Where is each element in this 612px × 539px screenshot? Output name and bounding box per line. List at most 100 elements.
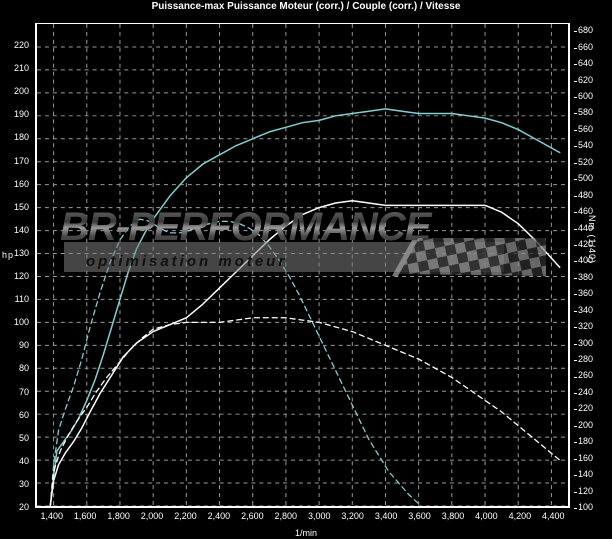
y-tick-left: 110 xyxy=(14,294,29,305)
y-tick-left: 180 xyxy=(13,132,29,143)
y-tick-right: 240 xyxy=(578,386,594,397)
y-tick-mark-right xyxy=(574,491,577,493)
y-tick-mark-right xyxy=(574,97,577,98)
series-line-0 xyxy=(49,108,561,506)
x-tick: 4,200 xyxy=(508,511,532,521)
y-tick-right: 640 xyxy=(578,58,594,69)
y-tick-right: 360 xyxy=(578,288,594,299)
y-tick-right: 560 xyxy=(578,123,594,134)
y-tick-right: 620 xyxy=(578,74,594,85)
y-tick-left: 170 xyxy=(13,155,29,166)
y-tick-left: 100 xyxy=(13,317,29,328)
x-axis-label: 1/min xyxy=(294,528,317,538)
y-tick-left: 60 xyxy=(18,409,29,420)
y-tick-mark-right xyxy=(574,162,577,164)
series-line-2 xyxy=(49,218,420,506)
y-tick-left: 220 xyxy=(13,40,29,51)
y-tick-right: 400 xyxy=(578,255,594,266)
y-tick-left: 40 xyxy=(18,455,29,466)
page-title: Puissance-max Puissance Moteur (corr.) /… xyxy=(151,1,461,12)
y-axis-left-ticks: 20 30 40 50 60 70 80 90 100 110 120 130 140 150 160 170… xyxy=(0,23,32,512)
y-tick-mark-right xyxy=(574,458,577,460)
x-tick: 2,000 xyxy=(140,511,164,521)
x-tick: 3,200 xyxy=(341,511,364,521)
y-tick-right: 340 xyxy=(578,304,594,315)
y-tick-left: 50 xyxy=(18,432,29,443)
y-tick-right: 540 xyxy=(578,140,594,151)
y-tick-right: 480 xyxy=(578,189,594,200)
x-tick: 2,400 xyxy=(207,511,231,521)
y-tick-mark-right xyxy=(574,310,577,312)
y-tick-left: 140 xyxy=(13,224,29,235)
x-tick: 3,000 xyxy=(307,511,331,521)
y-tick-left: 210 xyxy=(13,63,29,74)
y-tick-right: 120 xyxy=(578,485,594,496)
y-tick-mark-right xyxy=(574,442,577,444)
y-tick-left: 120 xyxy=(13,271,29,282)
y-tick-right: 660 xyxy=(578,41,594,52)
y-tick-left: 30 xyxy=(18,478,29,489)
y-tick-mark-right xyxy=(574,64,577,66)
x-tick: 1,800 xyxy=(107,511,130,521)
y-tick-right: 180 xyxy=(578,436,594,447)
y-tick-mark-right xyxy=(574,425,577,427)
y-tick-mark-right xyxy=(574,129,577,131)
y-axis-right-ticks: 100 120 140 160 180 200 220 240 260 280 300 320 340 3… xyxy=(574,23,604,512)
y-tick-mark-right xyxy=(574,146,577,148)
data-curves xyxy=(49,108,561,506)
y-tick-left: 190 xyxy=(13,109,29,120)
y-tick-right: 140 xyxy=(578,469,594,480)
x-tick: 2,600 xyxy=(241,511,264,521)
y-tick-right: 100 xyxy=(578,502,594,512)
y-tick-left: 90 xyxy=(18,340,29,351)
y-tick-left: 20 xyxy=(18,502,29,512)
y-tick-right: 300 xyxy=(578,337,594,348)
y-tick-mark-right xyxy=(574,360,577,361)
y-tick-mark-right xyxy=(574,327,577,329)
x-axis-ticks: 1,400 1,600 1,800 2,000 2,200 2,400 2,600 2,800… xyxy=(35,511,570,527)
y-tick-left: 80 xyxy=(18,363,29,374)
y-tick-right: 260 xyxy=(578,370,594,381)
y-tick-right: 280 xyxy=(578,354,594,365)
y-tick-right: 320 xyxy=(578,321,594,332)
y-tick-right: 520 xyxy=(578,156,594,167)
series-line-3 xyxy=(49,317,561,506)
y-tick-left: 70 xyxy=(18,386,29,397)
y-axis-right-label: Nm (1/40) xyxy=(587,215,597,265)
y-tick-right: 160 xyxy=(578,452,594,463)
y-tick-right: 200 xyxy=(578,419,594,430)
y-tick-mark-right xyxy=(574,277,577,279)
y-tick-right: 500 xyxy=(578,173,594,184)
y-tick-right: 580 xyxy=(578,107,594,118)
y-tick-mark-right xyxy=(574,47,577,49)
x-tick: 4,400 xyxy=(542,511,565,521)
y-tick-mark-right xyxy=(574,31,577,33)
y-tick-mark-right xyxy=(574,475,577,477)
y-tick-right: 460 xyxy=(578,206,594,217)
x-tick: 4,000 xyxy=(475,511,498,521)
y-tick-mark-right xyxy=(574,179,577,181)
y-tick-mark-right xyxy=(574,392,577,394)
series-line-1 xyxy=(49,199,561,506)
x-tick: 1,600 xyxy=(73,511,97,521)
y-tick-left: 130 xyxy=(13,247,29,258)
y-tick-mark-right xyxy=(574,244,577,246)
y-axis-left-label: hp xyxy=(2,250,15,260)
y-tick-mark-right xyxy=(574,113,577,115)
y-tick-mark-right xyxy=(574,508,577,509)
y-tick-right: 420 xyxy=(578,238,594,249)
y-tick-mark-right xyxy=(574,195,577,197)
y-tick-mark-right xyxy=(574,376,577,378)
x-tick: 2,200 xyxy=(174,511,197,521)
y-tick-left: 160 xyxy=(13,178,29,189)
y-tick-left: 150 xyxy=(13,201,29,212)
y-tick-mark-right xyxy=(574,80,577,82)
y-tick-mark-right xyxy=(574,294,577,296)
y-tick-right: 380 xyxy=(578,271,594,282)
plot-area xyxy=(35,23,570,508)
y-tick-mark-right xyxy=(574,343,577,345)
y-tick-right: 220 xyxy=(578,403,594,414)
x-tick: 1,400 xyxy=(40,511,63,521)
y-tick-mark-right xyxy=(574,409,577,411)
